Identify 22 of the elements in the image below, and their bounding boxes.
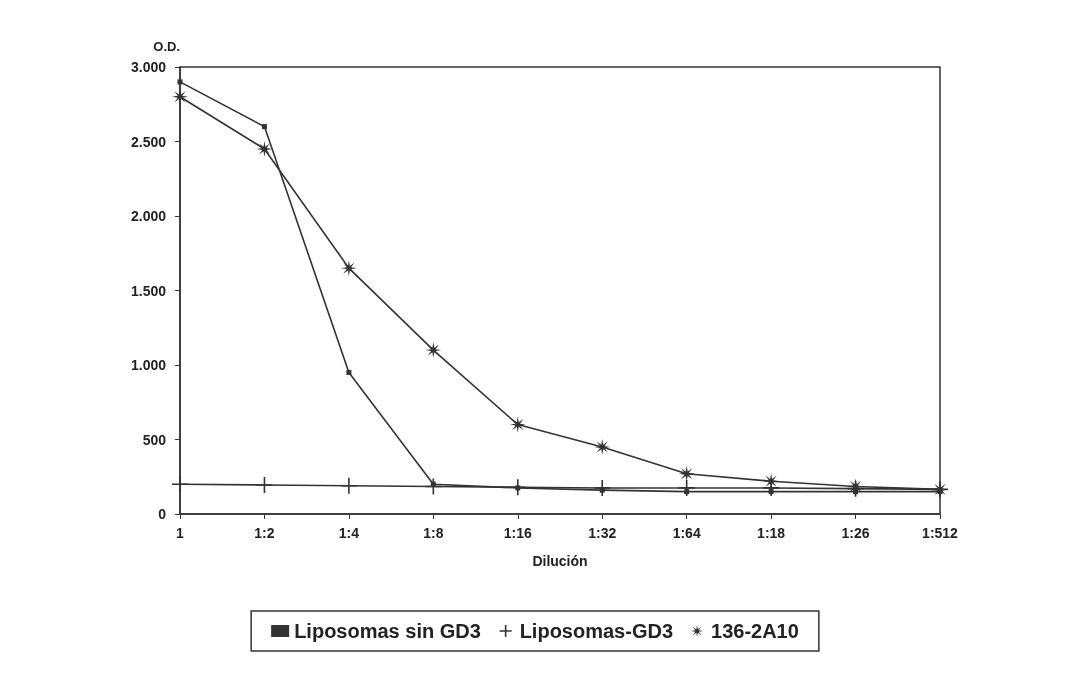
y-tick-label: 3.000 [130, 59, 167, 75]
legend-label: 136-2A10 [711, 620, 799, 642]
y-tick-label: 2.500 [130, 133, 167, 150]
x-tick-label: 1:4 [338, 525, 360, 541]
y-tick-label: 500 [142, 431, 167, 448]
x-tick-label: 1 [176, 525, 185, 541]
y-tick-label: 2.000 [130, 208, 167, 224]
y-tick-label: 1.000 [130, 357, 167, 373]
x-tick-label: 1:16 [503, 525, 532, 541]
x-tick-label: 1:26 [841, 525, 870, 541]
y-axis-title: O.D. [153, 39, 180, 54]
x-tick-label: 1:2 [254, 525, 275, 541]
x-tick-label: 1:64 [672, 525, 701, 541]
x-tick-label: 1:32 [588, 525, 617, 541]
y-tick-label: 0 [158, 506, 167, 522]
x-tick-label: 1:18 [757, 525, 786, 541]
x-axis-title: Dilución [532, 553, 588, 569]
x-tick-label: 1:8 [423, 525, 444, 541]
x-tick-label: 1:512 [922, 525, 959, 541]
legend-label: Liposomas sin GD3 [294, 620, 481, 642]
y-tick-label: 1.500 [130, 282, 167, 299]
legend-label: Liposomas-GD3 [519, 620, 674, 642]
